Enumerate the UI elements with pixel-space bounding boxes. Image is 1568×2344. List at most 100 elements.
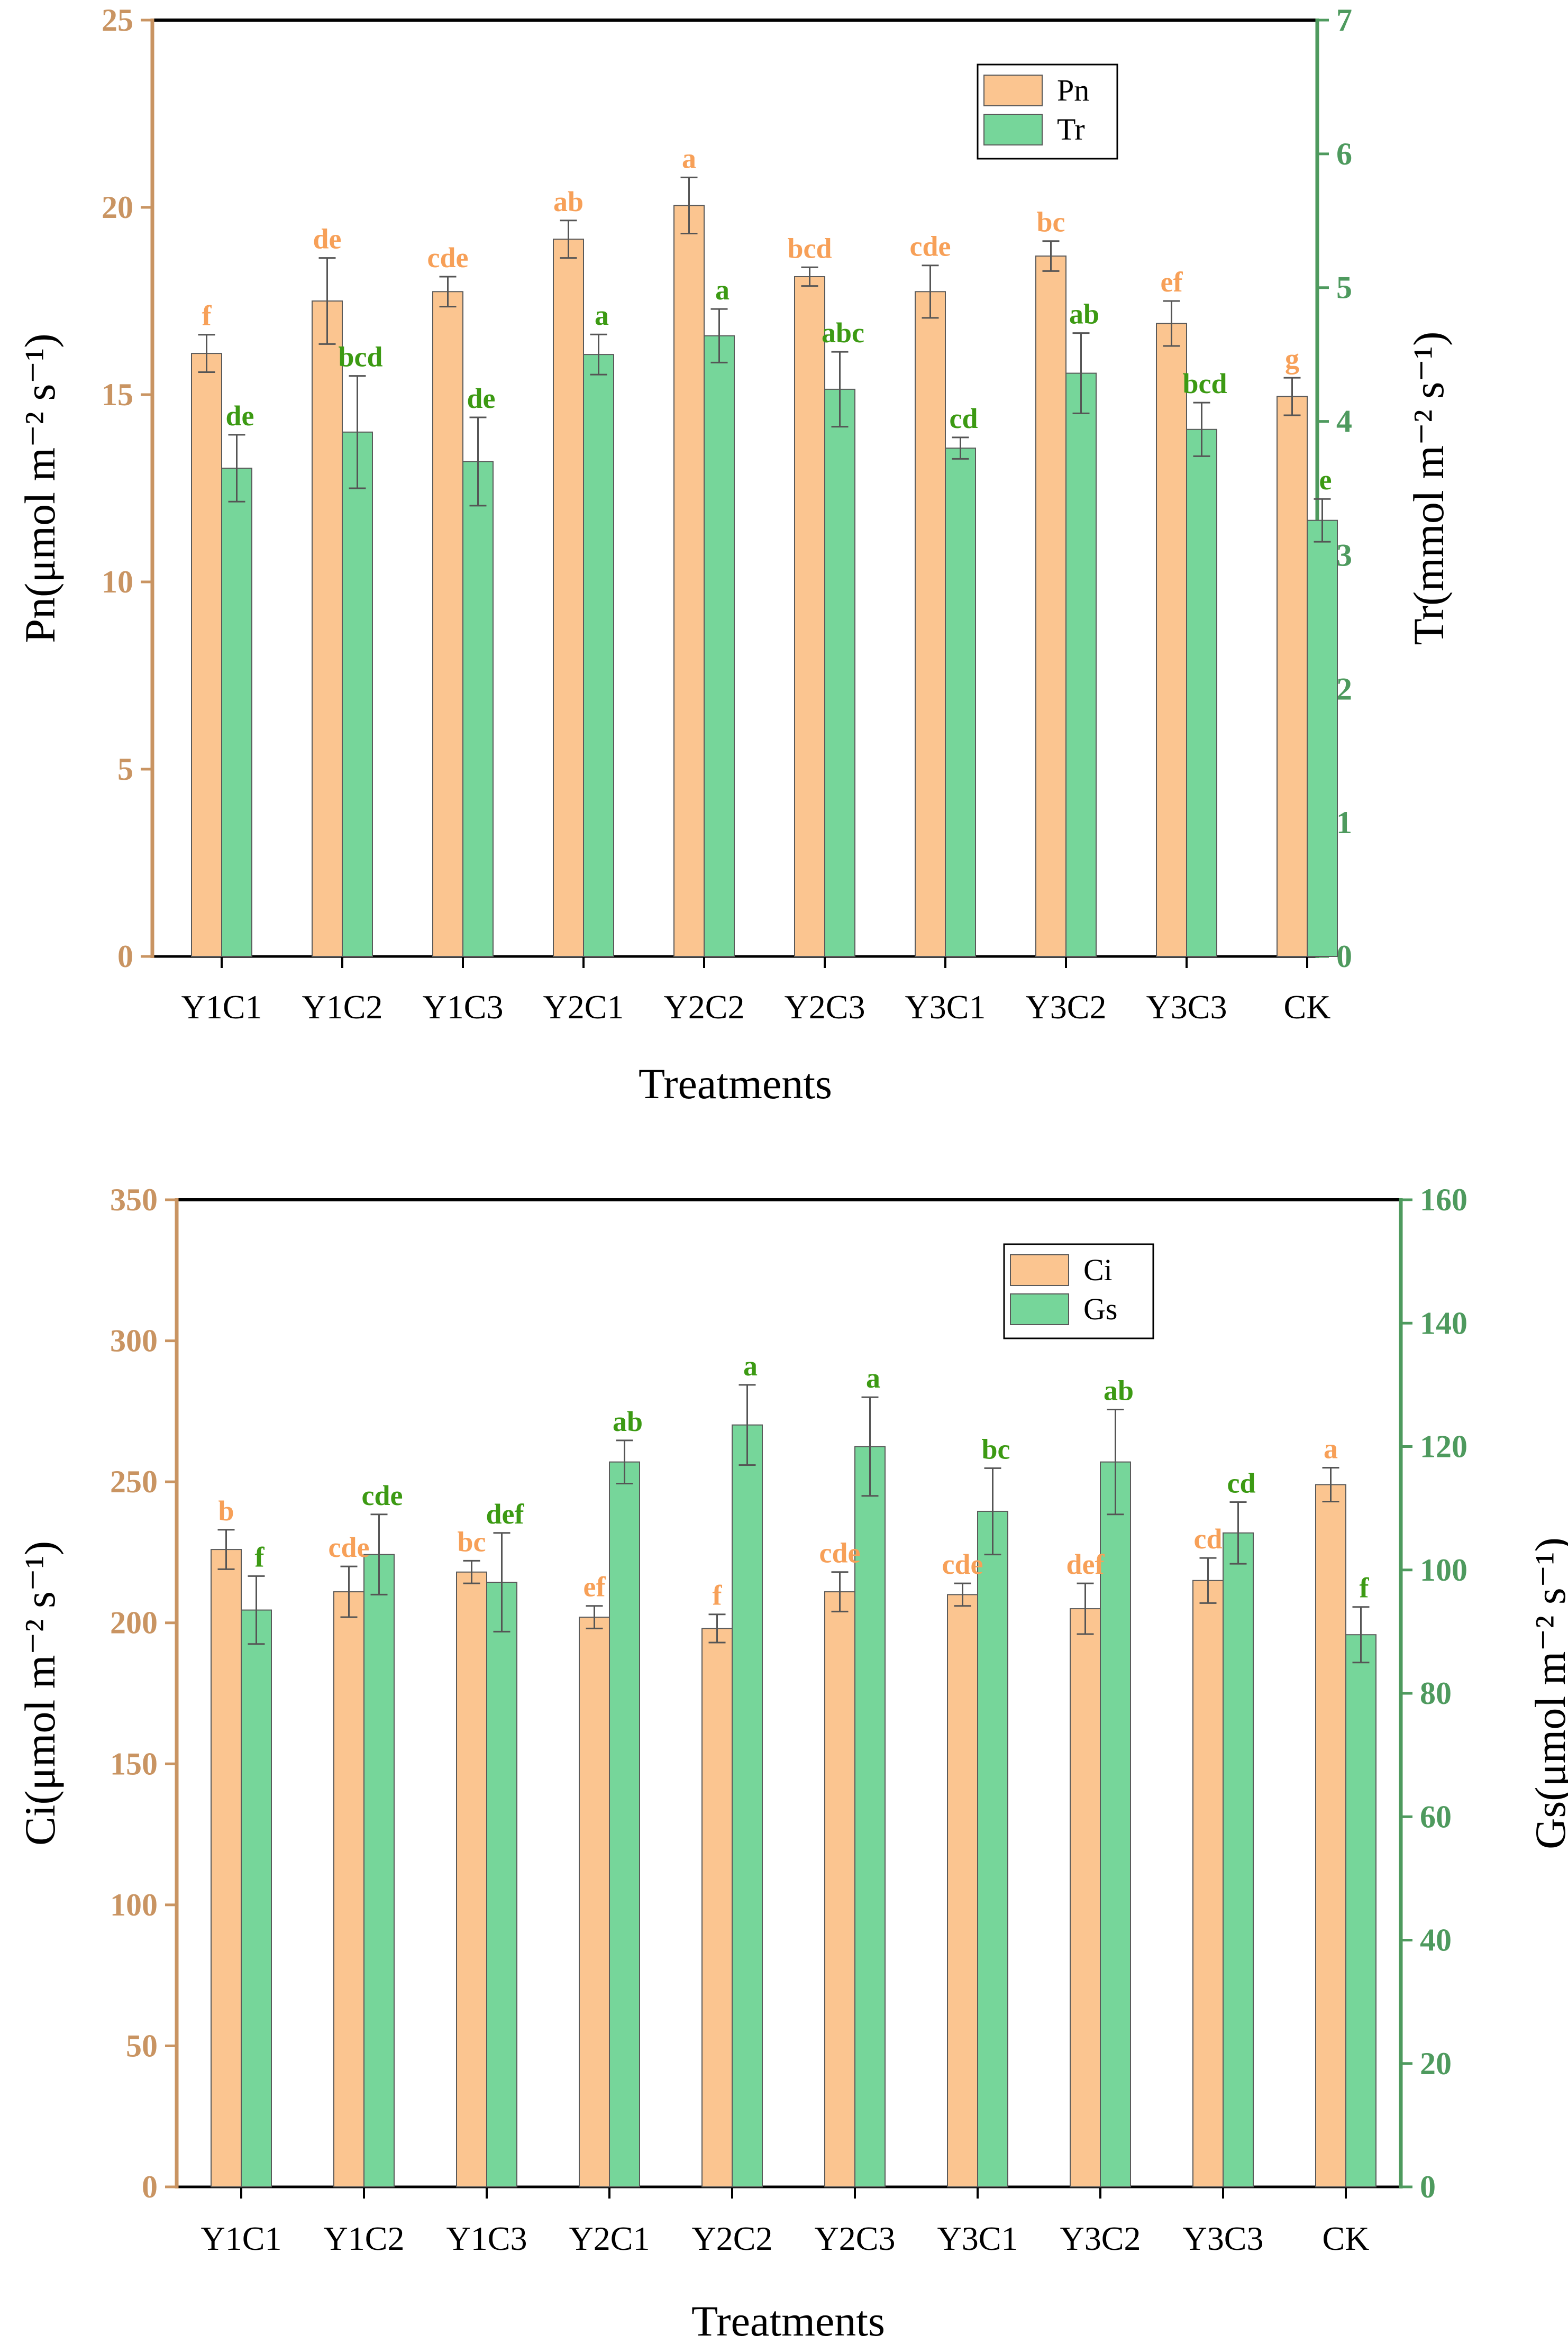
bar-tr	[824, 388, 855, 957]
bar-tr	[945, 448, 976, 957]
significance-letter-gs: a	[866, 1362, 880, 1394]
significance-letter-tr: de	[467, 382, 496, 414]
category-label: Y2C1	[569, 2220, 650, 2257]
left-tick-label: 300	[110, 1324, 158, 1358]
bar-ci	[1192, 1580, 1224, 2188]
bar-pn	[312, 300, 343, 957]
bar-tr	[342, 431, 373, 957]
bar-gs	[486, 1582, 517, 2187]
significance-letter-pn: f	[202, 300, 212, 332]
significance-letter-tr: cd	[950, 403, 978, 434]
significance-letter-gs: f	[1360, 1572, 1370, 1604]
significance-letter-tr: ab	[1069, 298, 1099, 330]
category-label: Y2C1	[543, 988, 624, 1026]
category-label: Y2C2	[664, 988, 745, 1026]
bar-ci	[333, 1591, 364, 2187]
y-axis-title-left: Ci(μmol m⁻² s⁻¹)	[16, 1541, 64, 1846]
significance-letter-gs: ab	[1104, 1375, 1134, 1407]
significance-letter-tr: bcd	[338, 341, 382, 373]
right-tick-label: 80	[1420, 1676, 1452, 1711]
significance-letter-ci: cde	[819, 1537, 861, 1569]
legend-swatch-gs	[1010, 1293, 1069, 1325]
left-tick-label: 250	[110, 1464, 158, 1499]
significance-letter-ci: a	[1324, 1433, 1338, 1464]
bar-gs	[854, 1446, 886, 2187]
right-tick-label: 120	[1420, 1429, 1467, 1464]
significance-letter-ci: ef	[584, 1571, 606, 1603]
legend-label-gs: Gs	[1083, 1292, 1117, 1326]
left-tick-label: 200	[110, 1606, 158, 1640]
bar-gs	[363, 1554, 395, 2187]
y-axis-title-right: Gs(μmol m⁻² s⁻¹)	[1526, 1537, 1568, 1849]
category-label: Y1C1	[181, 988, 262, 1026]
significance-letter-tr: e	[1319, 464, 1332, 496]
bar-tr	[1186, 428, 1217, 957]
category-label: Y3C1	[905, 988, 986, 1026]
category-label: Y3C1	[937, 2220, 1018, 2257]
bar-gs	[1223, 1532, 1254, 2187]
significance-letter-gs: bc	[982, 1433, 1010, 1465]
significance-letter-pn: cde	[427, 242, 469, 273]
right-tick-label: 20	[1420, 2046, 1452, 2081]
significance-letter-gs: cde	[362, 1480, 403, 1511]
significance-letter-pn: bcd	[787, 232, 832, 264]
legend-label-pn: Pn	[1057, 73, 1089, 107]
x-axis-title: Treatments	[691, 2297, 885, 2344]
left-tick-label: 20	[102, 190, 133, 225]
category-label: Y2C2	[692, 2220, 773, 2257]
bar-pn	[553, 239, 584, 957]
significance-letter-pn: bc	[1037, 206, 1065, 238]
significance-letter-pn: ab	[553, 186, 584, 217]
bar-pn	[1035, 256, 1066, 957]
bar-tr	[1065, 372, 1097, 957]
significance-letter-ci: b	[218, 1495, 234, 1527]
bar-pn	[432, 291, 463, 957]
significance-letter-gs: cd	[1227, 1467, 1256, 1499]
left-tick-label: 150	[110, 1746, 158, 1781]
bar-pn	[1277, 396, 1308, 957]
significance-letter-gs: f	[255, 1541, 265, 1573]
right-tick-label: 5	[1336, 270, 1352, 305]
bar-tr	[1307, 519, 1338, 957]
panel-ci-gs: Treatments 0 50 100 150 200 250 300 350 0 20 40 60 8…	[16, 1182, 1568, 2344]
right-tick-label: 140	[1420, 1306, 1467, 1340]
significance-letter-ci: f	[713, 1580, 723, 1611]
bar-pn	[191, 353, 222, 957]
right-tick-label: 3	[1336, 537, 1352, 572]
significance-letter-ci: bc	[458, 1526, 486, 1557]
significance-letter-pn: de	[313, 223, 342, 255]
category-label: CK	[1284, 988, 1331, 1026]
right-tick-label: 6	[1336, 136, 1352, 171]
bar-gs	[732, 1424, 763, 2187]
bar-pn	[673, 205, 705, 957]
bar-gs	[1100, 1461, 1131, 2187]
significance-letter-ci: cde	[329, 1531, 370, 1563]
right-tick-label: 40	[1420, 1923, 1452, 1958]
significance-letter-tr: a	[715, 274, 730, 306]
legend-label-ci: Ci	[1083, 1253, 1113, 1287]
category-label: Y1C3	[423, 988, 504, 1026]
bar-tr	[704, 335, 735, 957]
right-tick-label: 60	[1420, 1799, 1452, 1834]
category-label: Y1C2	[324, 2220, 405, 2257]
category-label: Y3C3	[1146, 988, 1227, 1026]
legend-swatch-pn	[983, 75, 1043, 106]
left-tick-label: 0	[142, 2169, 158, 2204]
bar-ci	[456, 1571, 487, 2187]
significance-letter-pn: cde	[910, 231, 951, 262]
significance-letter-gs: a	[743, 1350, 758, 1382]
significance-letter-pn: a	[682, 142, 696, 174]
panel-pn-tr: Treatments 0 5 10 15 20 25 0 1 2 3 4 5 6 7 Pn(μmol m⁻²…	[16, 3, 1453, 1108]
bar-gs	[609, 1461, 640, 2187]
x-axis-title: Treatments	[639, 1060, 832, 1108]
bar-ci	[947, 1594, 978, 2187]
y-axis-title-left: Pn(μmol m⁻² s⁻¹)	[16, 333, 64, 643]
category-label: Y3C2	[1026, 988, 1107, 1026]
left-tick-label: 5	[117, 752, 133, 787]
left-tick-label: 350	[110, 1182, 158, 1217]
category-label: Y3C3	[1183, 2220, 1264, 2257]
right-tick-label: 7	[1336, 3, 1352, 38]
right-tick-label: 1	[1336, 805, 1352, 840]
bar-pn	[794, 276, 825, 957]
